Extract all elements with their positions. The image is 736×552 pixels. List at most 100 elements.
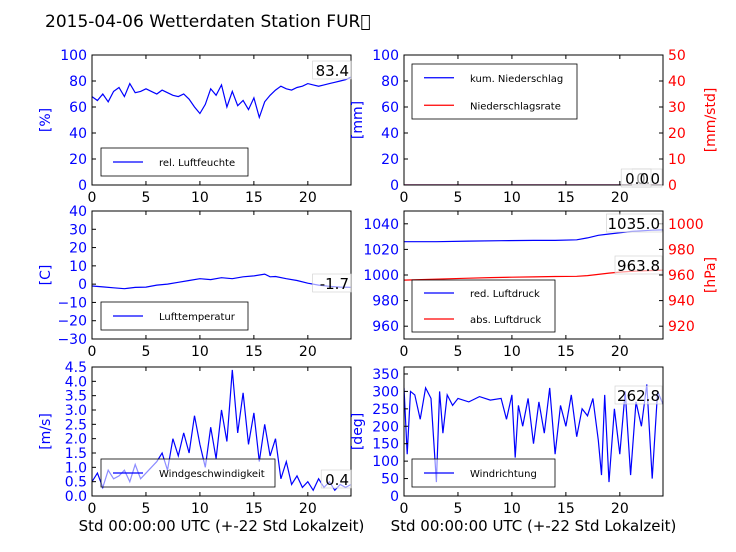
- y-tick-label: 3.0: [65, 403, 87, 419]
- y-right-tick-label: 40: [668, 74, 686, 90]
- x-tick-label: 0: [400, 501, 409, 517]
- annotation-box: [312, 273, 352, 293]
- x-tick-label: 0: [88, 344, 97, 360]
- y-tick-label: −30: [57, 332, 87, 348]
- x-tick-label: 20: [299, 344, 317, 360]
- y-tick-label: 3.5: [65, 389, 87, 405]
- y-tick-label: 0: [390, 178, 399, 194]
- x-tick-label: 10: [191, 344, 209, 360]
- annotation-box: [614, 255, 663, 275]
- x-tick-label: 0: [88, 501, 97, 517]
- y-tick-label: 2.5: [65, 417, 87, 433]
- y-right-tick-label: 980: [668, 242, 695, 258]
- legend: Lufttemperatur: [100, 301, 249, 331]
- legend: red. Luftdruck abs. Luftdruck: [411, 279, 556, 333]
- x-tick-label: 20: [299, 190, 317, 206]
- y-tick-label: 50: [381, 472, 399, 488]
- annotation-label: 963.8: [617, 257, 660, 275]
- y-tick-label: 60: [381, 100, 399, 116]
- y-tick-label: 4.5: [65, 360, 87, 376]
- y-axis-label: [mm]: [350, 101, 366, 139]
- chart-panel-3: 0 5 10 15 20 −30 −20 −10 0 10 20 30 40 [C] Lufttempera…: [38, 204, 352, 360]
- x-axis-label: Std 00:00:00 UTC (+-22 Std Lokalzeit): [391, 517, 677, 535]
- y-tick-label: 1000: [363, 268, 399, 284]
- chart-panel-2: 0 5 10 15 20 0 20 40 60 80 100 0 10 20 30 40 50 [mm] [mm/s…: [350, 48, 719, 206]
- y-tick-label: −10: [57, 295, 87, 311]
- y-tick-label: 960: [372, 319, 399, 335]
- legend-box: [411, 63, 578, 120]
- legend-entry: Niederschlagsrate: [470, 101, 561, 112]
- x-tick-label: 20: [611, 190, 629, 206]
- y-axis-label: [C]: [38, 265, 54, 286]
- y-right-tick-label: 1000: [668, 217, 704, 233]
- annotation-label: 83.4: [316, 62, 349, 80]
- x-tick-label: 5: [141, 344, 150, 360]
- x-axis-label: Std 00:00:00 UTC (+-22 Std Lokalzeit): [79, 517, 365, 535]
- y-tick-label: 20: [381, 152, 399, 168]
- x-tick-label: 15: [245, 344, 263, 360]
- legend: Windrichtung: [411, 458, 556, 488]
- y-tick-label: 100: [372, 454, 399, 470]
- legend: rel. Luftfeuchte: [100, 147, 249, 177]
- x-tick-label: 10: [503, 344, 521, 360]
- y-right-axis-label: [mm/std]: [703, 88, 719, 153]
- y-right-tick-label: 920: [668, 319, 695, 335]
- y-tick-label: 4.0: [65, 374, 87, 390]
- y-tick-label: 1.5: [65, 446, 87, 462]
- y-tick-label: 20: [69, 241, 87, 257]
- y-right-tick-label: 10: [668, 152, 686, 168]
- x-tick-label: 5: [453, 190, 462, 206]
- y-tick-label: 0: [390, 489, 399, 505]
- chart-panel-1: 0 5 10 15 20 0 20 40 60 80 100 [%] rel. Luftfeuchte 8…: [38, 48, 352, 206]
- x-tick-label: 10: [503, 501, 521, 517]
- plot-frame: [91, 366, 352, 497]
- y-right-tick-label: 0: [668, 178, 677, 194]
- y-tick-label: 1.0: [65, 460, 87, 476]
- y-tick-label: 60: [69, 100, 87, 116]
- y-tick-label: 1040: [363, 217, 399, 233]
- x-tick-label: 10: [191, 190, 209, 206]
- y-axis-label: [deg]: [350, 413, 366, 450]
- y-tick-label: 40: [69, 204, 87, 220]
- y-tick-label: 40: [381, 126, 399, 142]
- y-right-axis-label: [hPa]: [703, 257, 719, 293]
- y-tick-label: 80: [381, 74, 399, 90]
- annotation-box: [614, 385, 663, 405]
- legend-box: [411, 458, 556, 488]
- annotation-box: [606, 213, 663, 233]
- legend-entry: kum. Niederschlag: [470, 74, 563, 85]
- legend-entry: Windrichtung: [470, 469, 537, 480]
- x-tick-label: 10: [191, 501, 209, 517]
- y-axis-label: [m/s]: [38, 413, 54, 450]
- y-tick-label: 40: [69, 126, 87, 142]
- y-tick-label: 100: [372, 48, 399, 64]
- legend: Windgeschwindigkeit: [100, 458, 276, 488]
- annotation-box: [312, 60, 352, 80]
- figure-title: 2015-04-06 Wetterdaten Station FUR : [45, 12, 371, 32]
- y-tick-label: 250: [372, 402, 399, 418]
- y-tick-label: 100: [60, 48, 87, 64]
- y-tick-label: 0.0: [65, 489, 87, 505]
- y-tick-label: 350: [372, 367, 399, 383]
- series-line-1: [92, 273, 351, 290]
- x-tick-label: 5: [453, 344, 462, 360]
- x-tick-label: 10: [503, 190, 521, 206]
- x-tick-label: 20: [299, 501, 317, 517]
- legend-box: [411, 279, 556, 333]
- x-tick-label: 20: [611, 344, 629, 360]
- annotation-box: [620, 168, 652, 188]
- plot-frame: [403, 366, 664, 497]
- plot-frame: [403, 54, 664, 186]
- legend-entry: Windgeschwindigkeit: [159, 469, 265, 480]
- x-tick-label: 15: [557, 501, 575, 517]
- chart-panel-5: 0 5 10 15 20 0.00.51.01.52.02.53.03.54.04.5 [m…: [38, 360, 364, 535]
- y-tick-label: 0: [78, 178, 87, 194]
- annotation-label: 262.8: [617, 387, 660, 405]
- legend: kum. Niederschlag Niederschlagsrate: [411, 63, 578, 120]
- y-tick-label: 80: [69, 74, 87, 90]
- legend-entry: red. Luftdruck: [470, 289, 540, 300]
- y-right-tick-label: 20: [668, 126, 686, 142]
- legend-entry: rel. Luftfeuchte: [159, 158, 235, 169]
